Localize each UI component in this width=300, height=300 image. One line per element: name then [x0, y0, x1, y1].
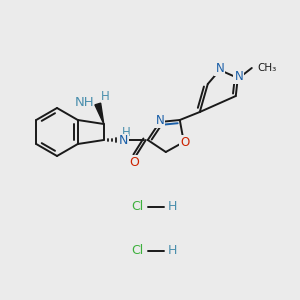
Text: NH: NH	[75, 95, 95, 109]
Text: Cl: Cl	[132, 244, 144, 257]
Text: CH₃: CH₃	[258, 63, 277, 73]
Text: N: N	[234, 70, 243, 83]
Text: O: O	[129, 155, 139, 169]
Text: H: H	[100, 89, 109, 103]
Text: H: H	[122, 125, 130, 139]
Text: N: N	[215, 62, 224, 76]
Text: N: N	[119, 134, 128, 148]
Text: O: O	[180, 136, 189, 148]
Text: H: H	[168, 244, 177, 257]
Text: H: H	[168, 200, 177, 214]
Polygon shape	[95, 103, 104, 124]
Text: Cl: Cl	[132, 200, 144, 214]
Text: N: N	[155, 115, 164, 128]
